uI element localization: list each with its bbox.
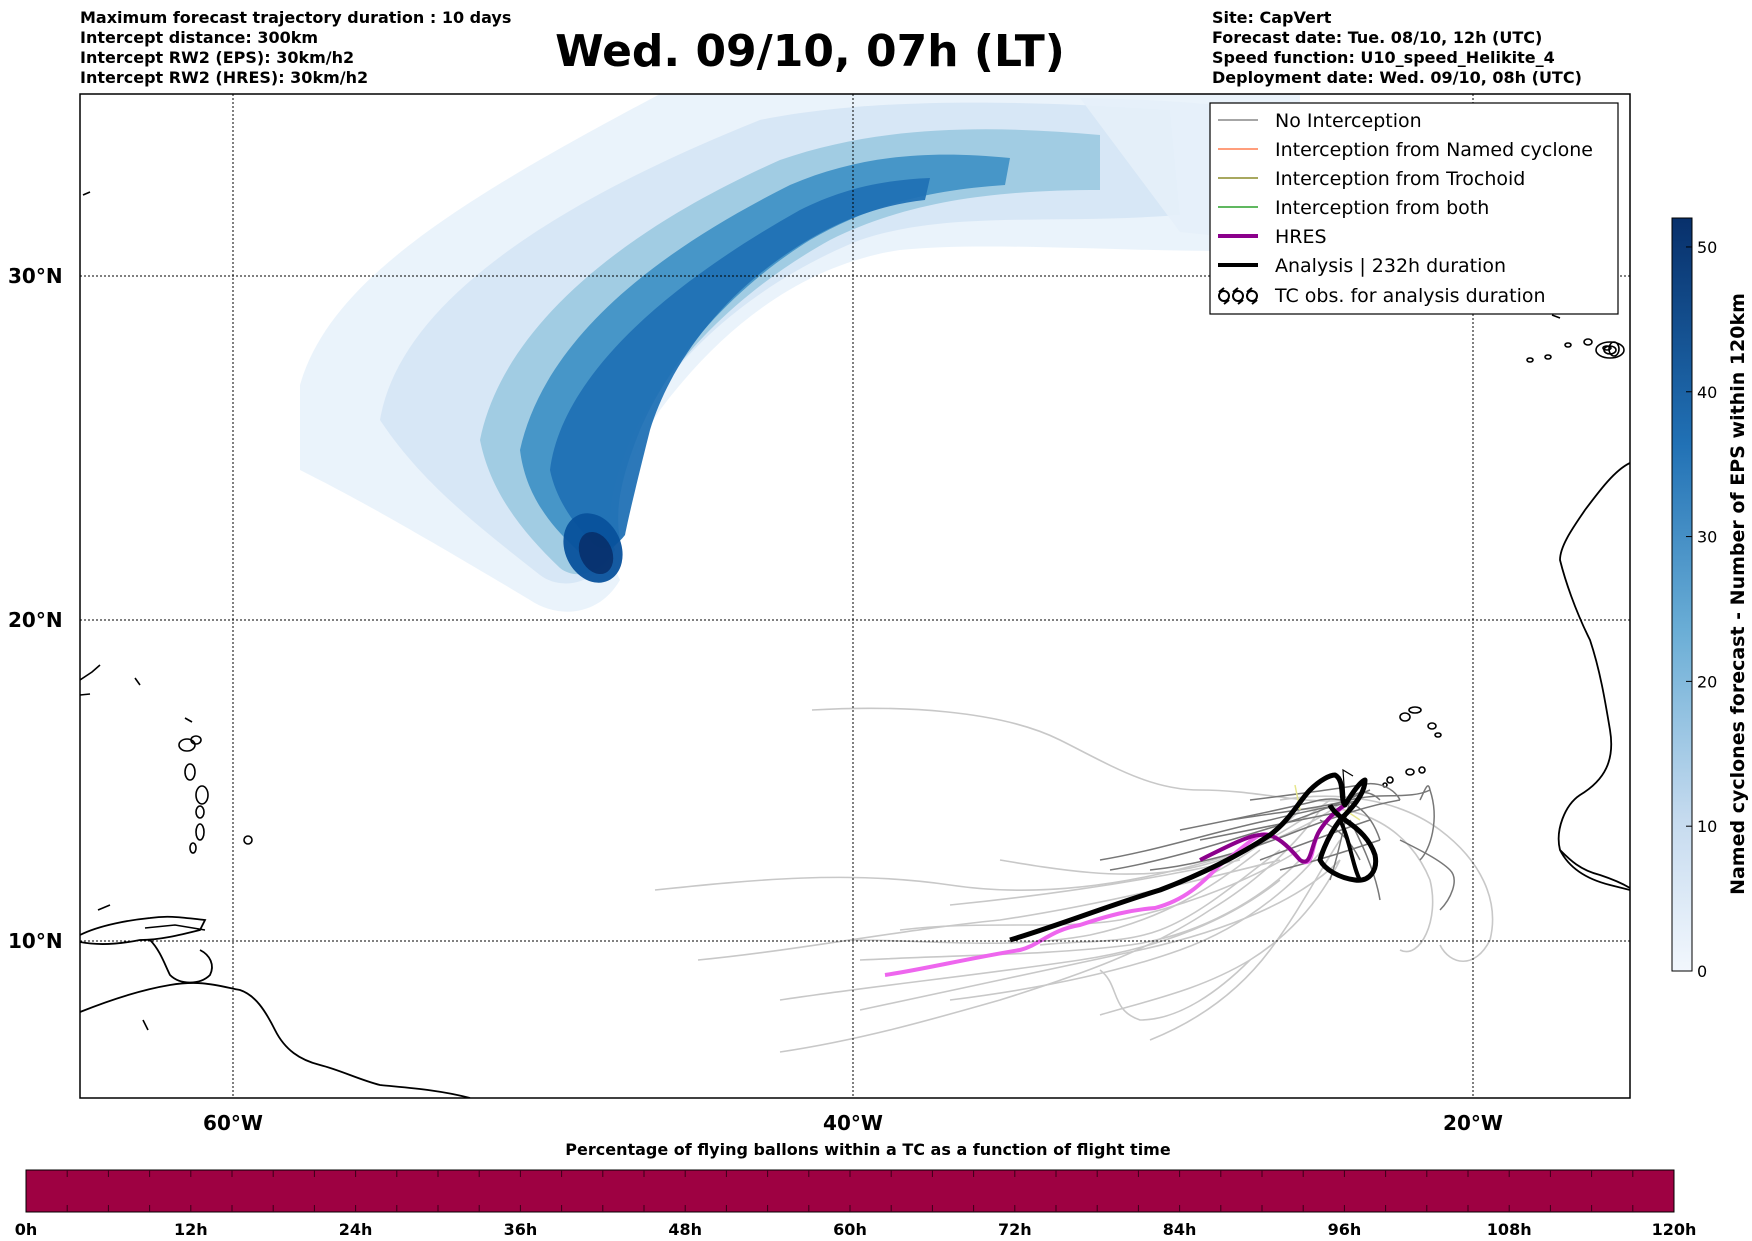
header-line: Intercept distance: 300km: [80, 28, 319, 47]
hres-trajectory-late: [1199, 803, 1347, 864]
legend-label: No Interception: [1275, 110, 1422, 132]
lat-label-20n: 20°N: [8, 608, 63, 632]
analysis-end-marker: [1342, 768, 1354, 801]
flight-time-ticks: 0h 12h 24h 36h 48h 60h 72h 84h 96h 108h 120h: [15, 1220, 1697, 1239]
legend-item-analysis: Analysis | 232h duration: [1218, 255, 1506, 277]
analysis-trajectory-loop: [1338, 819, 1362, 882]
colorbar-tick-label: 20: [1697, 672, 1717, 691]
flight-time-bar-minor-ticks: [66, 1170, 1634, 1212]
legend-item-both: Interception from both: [1218, 197, 1489, 219]
legend-label: Analysis | 232h duration: [1275, 255, 1506, 277]
colorbar-label: Named cyclones forecast - Number of EPS …: [1727, 293, 1749, 895]
legend-label: Interception from Trochoid: [1275, 168, 1525, 190]
cyclone-density-field: [300, 94, 1350, 612]
colorbar-tick-label: 10: [1697, 817, 1717, 836]
flight-time-tick-label: 72h: [998, 1220, 1032, 1239]
header-line: Site: CapVert: [1212, 8, 1332, 27]
header-line: Speed function: U10_speed_Helikite_4: [1212, 48, 1555, 67]
colorbar-tick-label: 30: [1697, 528, 1717, 547]
cyclone-symbols-icon: [1218, 287, 1258, 305]
map-legend: No Interception Interception from Named …: [1209, 102, 1619, 315]
density-colorbar: 0 10 20 30 40 50 Named cyclones forecast - Nu…: [1671, 217, 1749, 981]
flight-time-tick-label: 0h: [15, 1220, 38, 1239]
lon-label-40w: 40°W: [823, 1111, 883, 1135]
header-line: Intercept RW2 (HRES): 30km/h2: [80, 68, 369, 87]
map-title: Wed. 09/10, 07h (LT): [555, 26, 1065, 77]
colorbar-tick-label: 50: [1697, 238, 1717, 257]
coastlines: [80, 462, 1630, 1098]
analysis-trajectory: [1009, 772, 1379, 943]
legend-label: Interception from both: [1275, 197, 1489, 219]
flight-time-tick-label: 12h: [174, 1220, 208, 1239]
legend-label: TC obs. for analysis duration: [1274, 285, 1546, 307]
legend-item-tc-obs: TC obs. for analysis duration: [1218, 285, 1546, 307]
flight-time-tick-label: 48h: [668, 1220, 702, 1239]
colorbar-gradient: [1671, 217, 1693, 972]
flight-time-tick-label: 36h: [504, 1220, 538, 1239]
lat-label-10n: 10°N: [8, 929, 63, 953]
legend-label: HRES: [1275, 226, 1327, 248]
legend-item-named-cyclone: Interception from Named cyclone: [1218, 139, 1593, 161]
lon-label-60w: 60°W: [203, 1111, 263, 1135]
legend-box: [1209, 102, 1619, 315]
legend-item-no-interception: No Interception: [1218, 110, 1422, 132]
colorbar-tick-label: 0: [1697, 962, 1707, 981]
colorbar-tick-label: 40: [1697, 383, 1717, 402]
legend-item-trochoid: Interception from Trochoid: [1218, 168, 1525, 190]
map-frame: [79, 93, 1631, 1099]
map-gridlines: [80, 94, 1630, 1098]
colorbar-ticks: 0 10 20 30 40 50: [1686, 238, 1717, 981]
islands: [80, 191, 1625, 1031]
flight-time-tick-label: 24h: [339, 1220, 373, 1239]
flight-time-tick-label: 96h: [1328, 1220, 1362, 1239]
flight-time-tick-label: 60h: [833, 1220, 867, 1239]
lon-label-20w: 20°W: [1443, 1111, 1503, 1135]
header-line: Intercept RW2 (EPS): 30km/h2: [80, 48, 355, 67]
flight-time-tick-label: 84h: [1163, 1220, 1197, 1239]
flight-time-tick-label: 120h: [1652, 1220, 1697, 1239]
header-info-left: Maximum forecast trajectory duration : 1…: [80, 8, 511, 88]
header-line: Maximum forecast trajectory duration : 1…: [80, 8, 512, 27]
bottom-bar-title: Percentage of flying ballons within a TC…: [565, 1140, 1171, 1159]
header-line: Forecast date: Tue. 08/10, 12h (UTC): [1212, 28, 1543, 47]
lat-label-30n: 30°N: [8, 264, 63, 288]
header-line: Deployment date: Wed. 09/10, 08h (UTC): [1212, 68, 1582, 87]
legend-label: Interception from Named cyclone: [1275, 139, 1593, 161]
legend-item-hres: HRES: [1218, 226, 1327, 248]
header-info-right: Site: CapVert Forecast date: Tue. 08/10,…: [1212, 8, 1582, 88]
flight-time-tick-label: 108h: [1487, 1220, 1532, 1239]
ensemble-trajectories-light: [654, 707, 1494, 1053]
